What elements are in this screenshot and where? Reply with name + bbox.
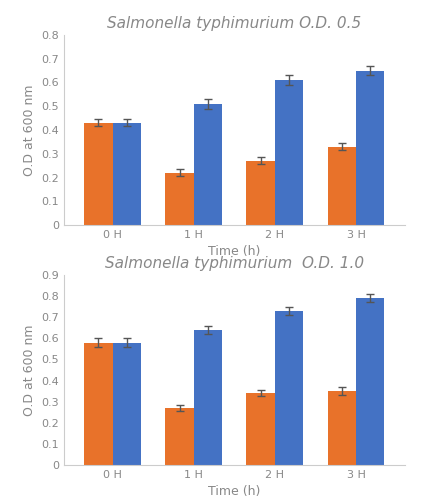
Bar — [194, 104, 222, 225]
Bar — [165, 408, 194, 465]
Bar — [84, 123, 112, 225]
Y-axis label: O.D at 600 nm: O.D at 600 nm — [23, 84, 36, 176]
X-axis label: Time (h): Time (h) — [208, 246, 260, 258]
Bar — [328, 391, 356, 465]
Bar — [194, 330, 222, 465]
Bar — [112, 123, 141, 225]
Bar — [165, 173, 194, 225]
Bar — [328, 146, 356, 225]
Bar — [275, 80, 303, 225]
Bar — [112, 342, 141, 465]
X-axis label: Time (h): Time (h) — [208, 486, 260, 498]
Bar — [247, 393, 275, 465]
Bar — [356, 70, 384, 225]
Bar — [84, 342, 112, 465]
Title: Salmonella typhimurium  O.D. 1.0: Salmonella typhimurium O.D. 1.0 — [105, 256, 364, 271]
Bar — [275, 311, 303, 465]
Y-axis label: O.D at 600 nm: O.D at 600 nm — [23, 324, 36, 416]
Title: Salmonella typhimurium O.D. 0.5: Salmonella typhimurium O.D. 0.5 — [107, 16, 361, 31]
Legend: hNk-lysin, Control: hNk-lysin, Control — [167, 288, 302, 298]
Bar — [247, 161, 275, 225]
Bar — [356, 298, 384, 465]
